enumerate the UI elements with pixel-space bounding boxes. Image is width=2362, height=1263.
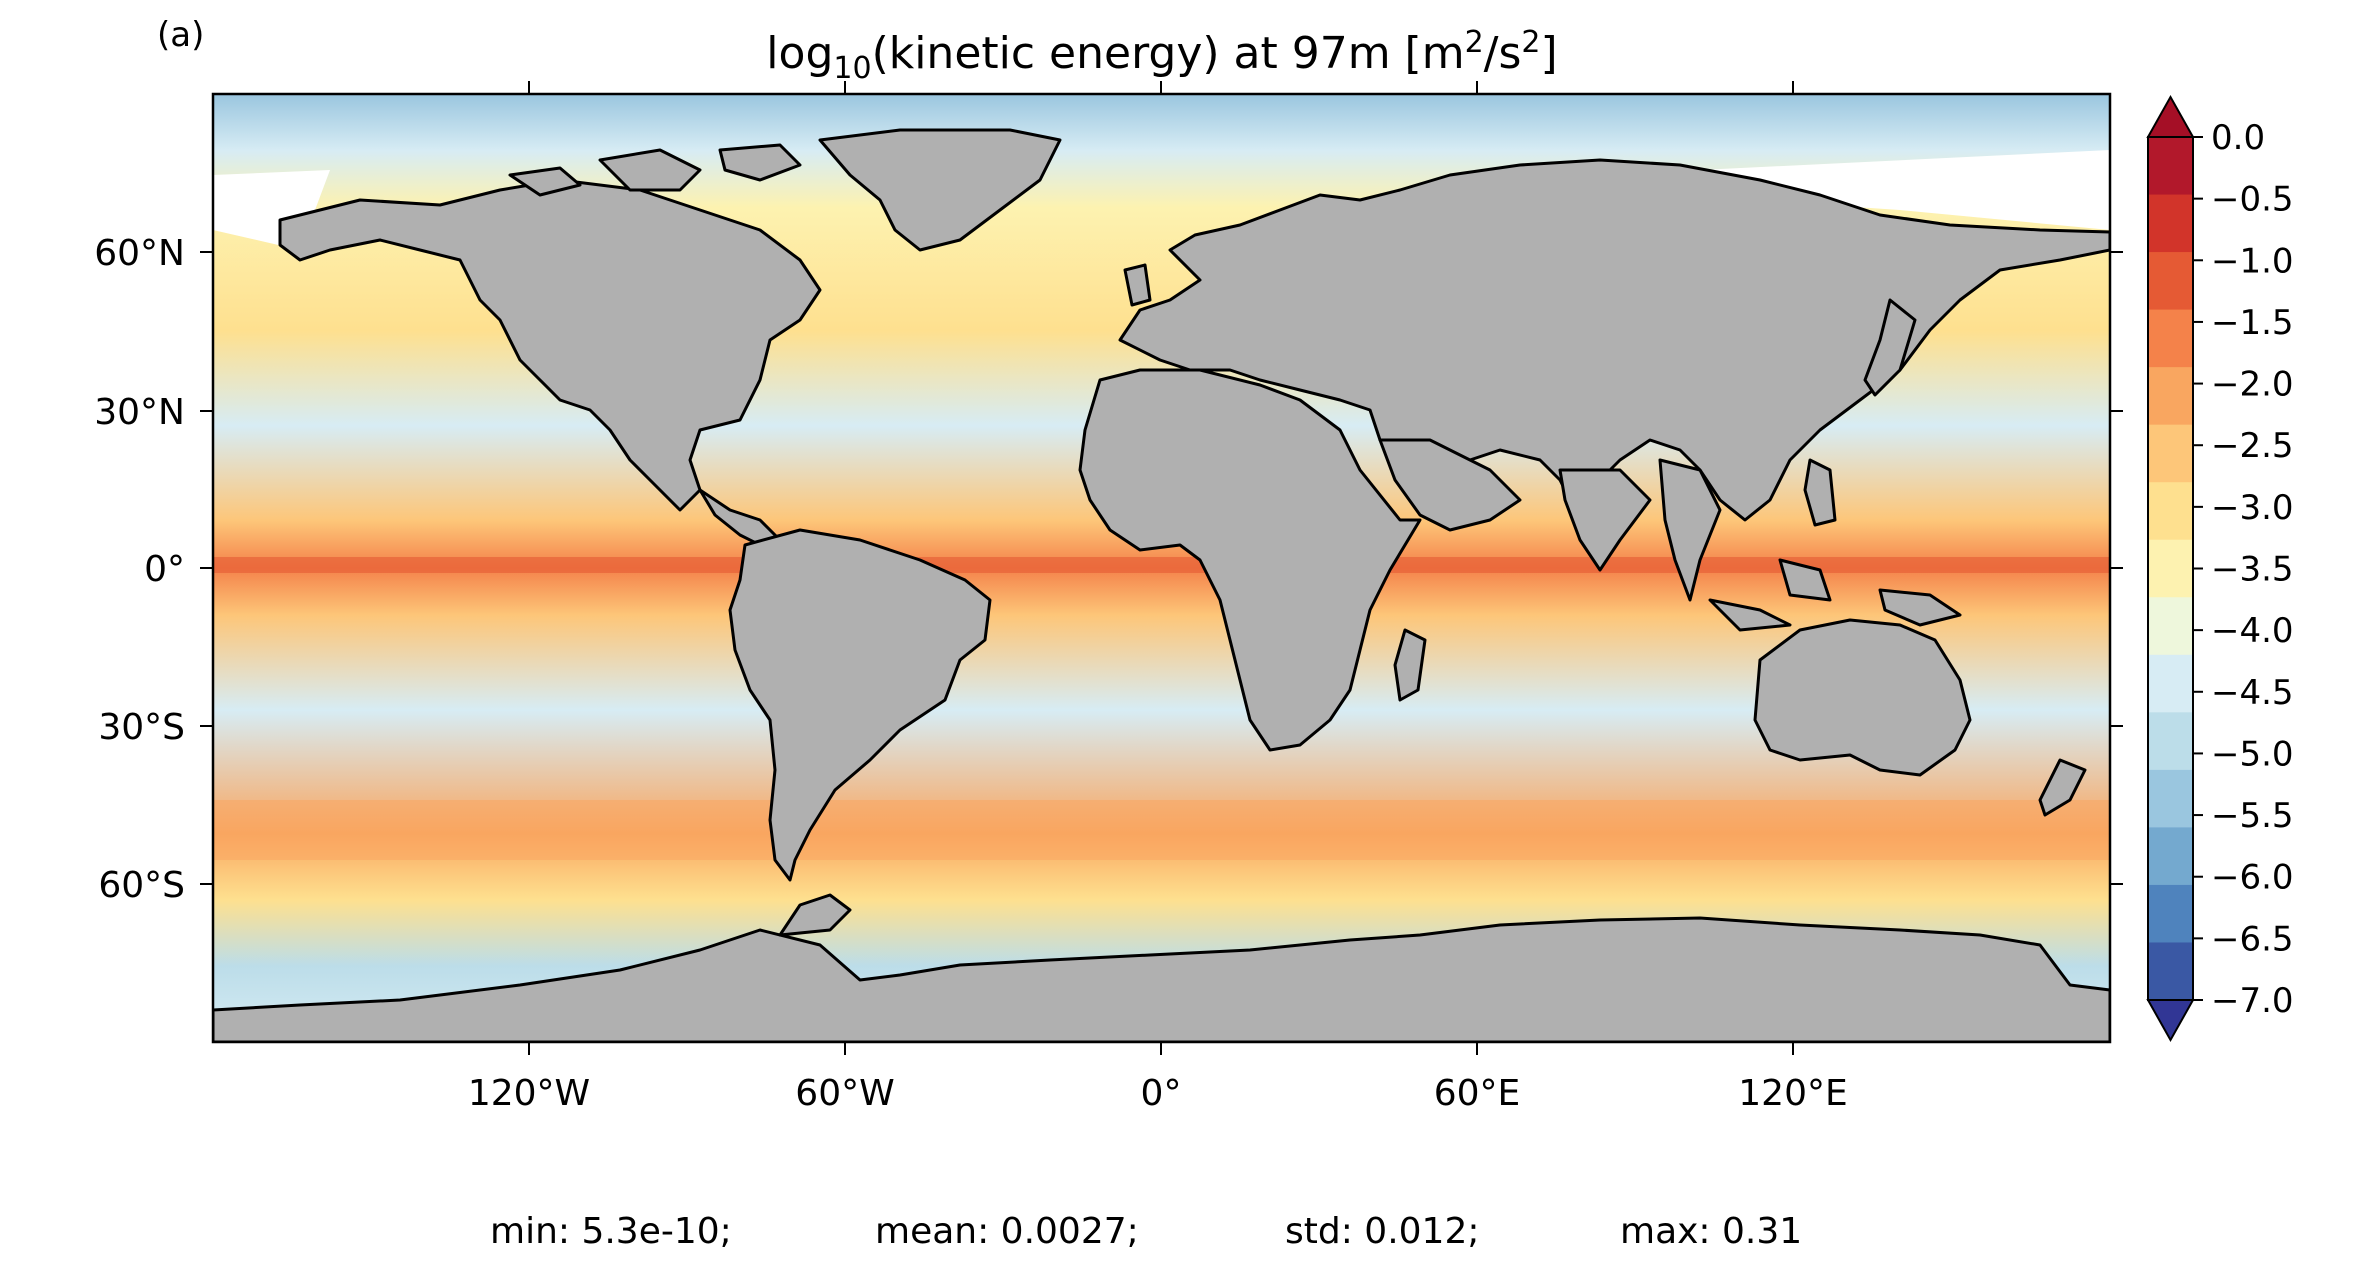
title-slash: /s bbox=[1484, 28, 1522, 79]
colorbar-segment bbox=[2148, 194, 2193, 253]
colorbar-segment bbox=[2148, 827, 2193, 886]
colorbar-tick-label: −6.0 bbox=[2211, 858, 2294, 898]
figure-title: log10(kinetic energy) at 97m [m2/s2] bbox=[766, 25, 1557, 86]
colorbar-segment bbox=[2148, 137, 2193, 196]
colorbar-segment bbox=[2148, 482, 2193, 541]
y-label-30s: 30°S bbox=[98, 707, 185, 748]
new-guinea bbox=[1878, 588, 1962, 627]
antarctic-circumpolar-current bbox=[213, 800, 2110, 860]
stat-max: max: 0.31 bbox=[1620, 1211, 1802, 1252]
title-sup1: 2 bbox=[1465, 25, 1484, 60]
colorbar-tick-label: −3.0 bbox=[2211, 488, 2294, 528]
colorbar-segment bbox=[2148, 942, 2193, 1001]
panel-label: (a) bbox=[157, 15, 204, 55]
colorbar-tick-label: −3.5 bbox=[2211, 550, 2294, 590]
philippines bbox=[1803, 458, 1837, 527]
colorbar-segment bbox=[2148, 884, 2193, 943]
y-axis bbox=[200, 251, 2123, 885]
x-label-0: 0° bbox=[1141, 1073, 1182, 1114]
y-label-60s: 60°S bbox=[98, 865, 185, 906]
india bbox=[1558, 468, 1652, 572]
colorbar-tick-label: −6.5 bbox=[2211, 919, 2294, 959]
title-close: ] bbox=[1541, 28, 1558, 79]
japan bbox=[1863, 298, 1917, 397]
stat-mean: mean: 0.0027; bbox=[875, 1211, 1139, 1252]
y-label-60n: 60°N bbox=[94, 233, 185, 274]
colorbar-segment bbox=[2148, 654, 2193, 713]
indonesia-2 bbox=[1778, 558, 1832, 602]
y-label-0: 0° bbox=[144, 549, 185, 590]
colorbar-tick-label: −2.5 bbox=[2211, 426, 2294, 466]
y-tick-labels: 60°N 30°N 0° 30°S 60°S bbox=[94, 233, 185, 906]
australia bbox=[1753, 618, 1972, 777]
land-masses bbox=[213, 128, 2110, 1042]
canadian-arctic-island-3 bbox=[508, 166, 582, 197]
colorbar-tick-label: −5.0 bbox=[2211, 734, 2294, 774]
equatorial-current bbox=[213, 557, 2110, 573]
colorbar-under-extension bbox=[2146, 999, 2195, 1043]
africa bbox=[1078, 368, 1422, 752]
stats-line: min: 5.3e-10; mean: 0.0027; std: 0.012; … bbox=[490, 1211, 1802, 1252]
colorbar-tick-label: −0.5 bbox=[2211, 180, 2294, 220]
title-middle: (kinetic energy) at 97m [m bbox=[872, 28, 1465, 79]
greenland bbox=[818, 128, 1062, 252]
map-area bbox=[213, 94, 2110, 1042]
x-label-120w: 120°W bbox=[468, 1073, 590, 1114]
colorbar-tick-label: −4.0 bbox=[2211, 611, 2294, 651]
title-sup2: 2 bbox=[1521, 25, 1540, 60]
arctic-white-east bbox=[1700, 150, 2110, 230]
x-label-60e: 60°E bbox=[1434, 1073, 1521, 1114]
colorbar-over-extension bbox=[2146, 94, 2195, 138]
colorbar-tick-label: −1.0 bbox=[2211, 241, 2294, 281]
stat-min: min: 5.3e-10; bbox=[490, 1211, 732, 1252]
antarctic-peninsula bbox=[778, 893, 852, 937]
colorbar-segment bbox=[2148, 712, 2193, 771]
colorbar: 0.0 −0.5 −1.0 −1.5 −2.0 −2.5 −3.0 −3.5 −4.0 −4.5 −… bbox=[2146, 94, 2294, 1043]
colorbar-segment bbox=[2148, 769, 2193, 828]
colorbar-tick-label: −5.5 bbox=[2211, 796, 2294, 836]
new-zealand bbox=[2038, 758, 2087, 817]
colorbar-segment bbox=[2148, 309, 2193, 368]
stat-std: std: 0.012; bbox=[1285, 1211, 1479, 1252]
canadian-arctic-island-1 bbox=[598, 148, 702, 192]
colorbar-tick-label: −1.5 bbox=[2211, 303, 2294, 343]
y-label-30n: 30°N bbox=[94, 392, 185, 433]
canadian-arctic-island-2 bbox=[718, 143, 802, 182]
indochina bbox=[1658, 458, 1722, 602]
north-america bbox=[278, 178, 822, 512]
colorbar-segment bbox=[2148, 424, 2193, 483]
colorbar-tick-label: −2.0 bbox=[2211, 365, 2294, 405]
x-label-60w: 60°W bbox=[795, 1073, 894, 1114]
colorbar-segment bbox=[2148, 539, 2193, 598]
colorbar-segment bbox=[2148, 597, 2193, 656]
indonesia-1 bbox=[1708, 598, 1792, 632]
great-britain bbox=[1123, 263, 1152, 307]
colorbar-tick-label: −4.5 bbox=[2211, 673, 2294, 713]
antarctica bbox=[213, 916, 2110, 1042]
madagascar bbox=[1393, 628, 1427, 702]
south-america bbox=[728, 528, 992, 882]
x-tick-labels: 120°W 60°W 0° 60°E 120°E bbox=[468, 1073, 1848, 1114]
arabian-peninsula bbox=[1378, 438, 1522, 532]
title-subscript: 10 bbox=[833, 51, 871, 86]
colorbar-tick-label: −7.0 bbox=[2211, 981, 2294, 1021]
title-log: log bbox=[766, 28, 833, 79]
colorbar-tick-label: 0.0 bbox=[2211, 118, 2265, 158]
x-axis bbox=[528, 81, 1794, 1055]
colorbar-segment bbox=[2148, 367, 2193, 426]
x-label-120e: 120°E bbox=[1738, 1073, 1847, 1114]
colorbar-segment bbox=[2148, 252, 2193, 311]
